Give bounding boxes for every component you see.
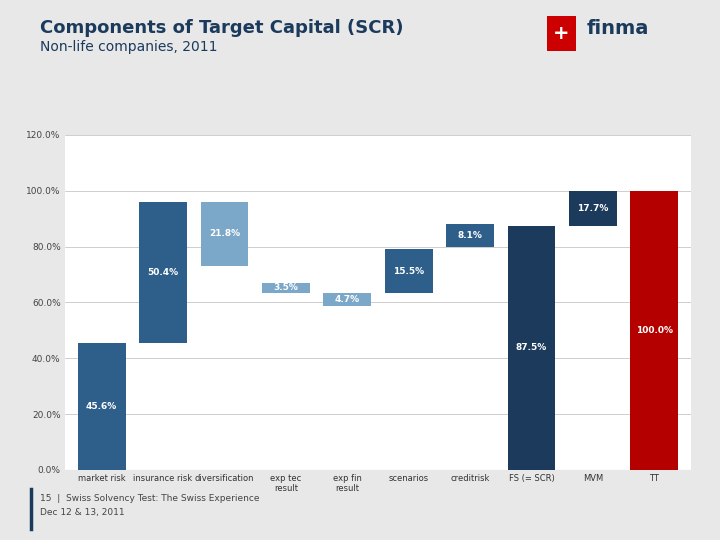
Bar <box>508 226 556 470</box>
Bar <box>569 191 617 226</box>
Text: 50.4%: 50.4% <box>148 268 179 277</box>
Bar <box>262 283 310 293</box>
Text: 4.7%: 4.7% <box>335 295 360 304</box>
Bar <box>200 202 248 266</box>
Bar <box>631 191 678 470</box>
Text: 8.1%: 8.1% <box>458 231 482 240</box>
Bar <box>384 249 433 293</box>
Bar <box>323 293 372 306</box>
Text: 21.8%: 21.8% <box>209 230 240 238</box>
Text: 17.7%: 17.7% <box>577 204 608 213</box>
Text: Dec 12 & 13, 2011: Dec 12 & 13, 2011 <box>40 508 125 517</box>
Text: +: + <box>554 24 570 43</box>
Text: finma: finma <box>587 19 649 38</box>
Text: 15.5%: 15.5% <box>393 267 424 275</box>
Bar <box>78 342 125 470</box>
Text: 15  |  Swiss Solvency Test: The Swiss Experience: 15 | Swiss Solvency Test: The Swiss Expe… <box>40 494 259 503</box>
Text: Non-life companies, 2011: Non-life companies, 2011 <box>40 40 217 55</box>
Text: 87.5%: 87.5% <box>516 343 547 353</box>
Bar <box>139 202 187 342</box>
Text: 3.5%: 3.5% <box>274 284 298 292</box>
Text: Components of Target Capital (SCR): Components of Target Capital (SCR) <box>40 19 403 37</box>
Text: 100.0%: 100.0% <box>636 326 673 335</box>
Bar <box>446 224 494 247</box>
Text: 45.6%: 45.6% <box>86 402 117 411</box>
